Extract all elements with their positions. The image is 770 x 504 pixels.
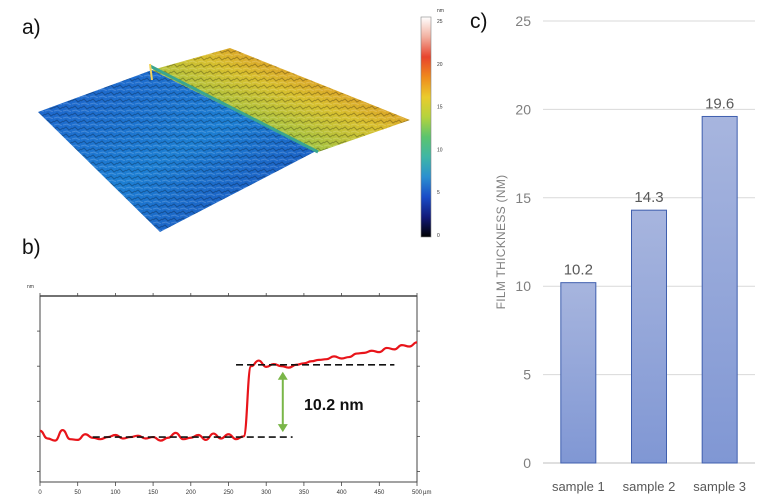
profile-y-ticks bbox=[37, 330, 420, 472]
x-tick-label: 350 bbox=[299, 490, 310, 496]
arrow-head-up bbox=[277, 371, 288, 380]
bar-category-labels: sample 1 sample 2 sample 3 bbox=[552, 479, 746, 494]
x-tick-label: 100 bbox=[110, 490, 121, 496]
category-label: sample 2 bbox=[623, 479, 676, 494]
x-tick-label: 450 bbox=[374, 490, 385, 496]
category-label: sample 1 bbox=[552, 479, 605, 494]
colorbar-unit: nm bbox=[437, 8, 444, 14]
y-tick-label: 0 bbox=[523, 455, 531, 471]
bar-data-label: 14.3 bbox=[634, 189, 663, 206]
y-tick-label: 15 bbox=[515, 190, 531, 206]
colorbar bbox=[420, 16, 432, 238]
bar-sample-1 bbox=[560, 282, 597, 464]
x-tick-label: 50 bbox=[74, 490, 81, 496]
colorbar-tick-label: 25 bbox=[437, 19, 443, 25]
step-edge-top bbox=[149, 63, 153, 81]
bar-data-label: 10.2 bbox=[564, 262, 593, 279]
x-tick-label: 400 bbox=[337, 490, 348, 496]
profile-x-ticks: 0 50 100 150 200 250 300 350 400 450 500 bbox=[38, 293, 423, 496]
colorbar-tick-label: 0 bbox=[437, 233, 440, 239]
panel-label-c: c) bbox=[470, 10, 488, 33]
lower-terrace-texture bbox=[38, 70, 318, 232]
colorbar-tick-label: 20 bbox=[437, 62, 443, 68]
colorbar-tick-label: 15 bbox=[437, 105, 443, 111]
bar-y-axis-label: FILM THICKNESS (NM) bbox=[494, 175, 508, 310]
category-label: sample 3 bbox=[693, 479, 746, 494]
bar-sample-3 bbox=[701, 115, 738, 464]
step-edge bbox=[149, 64, 319, 154]
panel-label-b: b) bbox=[22, 236, 41, 259]
x-tick-label: 300 bbox=[261, 490, 272, 496]
y-tick-label: 25 bbox=[515, 13, 531, 29]
colorbar-ticks: 25 20 15 10 5 0 bbox=[437, 19, 443, 239]
bar-y-tick-labels: 0 5 10 15 20 25 bbox=[515, 13, 531, 471]
colorbar-tick-label: 10 bbox=[437, 147, 443, 153]
y-tick-label: 20 bbox=[515, 101, 531, 117]
bar-data-labels: 10.2 14.3 19.6 bbox=[564, 95, 735, 278]
x-tick-label: 200 bbox=[186, 490, 197, 496]
upper-terrace-texture bbox=[152, 48, 410, 152]
bar-series bbox=[560, 115, 738, 464]
profile-y-unit: nm bbox=[27, 284, 34, 290]
x-tick-label: 250 bbox=[223, 490, 234, 496]
panel-label-a: a) bbox=[22, 16, 41, 39]
colorbar-tick-label: 5 bbox=[437, 190, 440, 196]
bar-sample-2 bbox=[631, 209, 667, 464]
x-tick-label: 500 bbox=[412, 490, 423, 496]
x-tick-label: 0 bbox=[38, 490, 42, 496]
profile-line bbox=[39, 341, 418, 442]
profile-x-unit: µm bbox=[423, 490, 431, 496]
x-tick-label: 150 bbox=[148, 490, 159, 496]
y-tick-label: 10 bbox=[515, 278, 531, 294]
step-height-label: 10.2 nm bbox=[304, 397, 364, 414]
arrow-head-down bbox=[277, 424, 288, 433]
bar-data-label: 19.6 bbox=[705, 95, 734, 112]
y-tick-label: 5 bbox=[523, 367, 531, 383]
